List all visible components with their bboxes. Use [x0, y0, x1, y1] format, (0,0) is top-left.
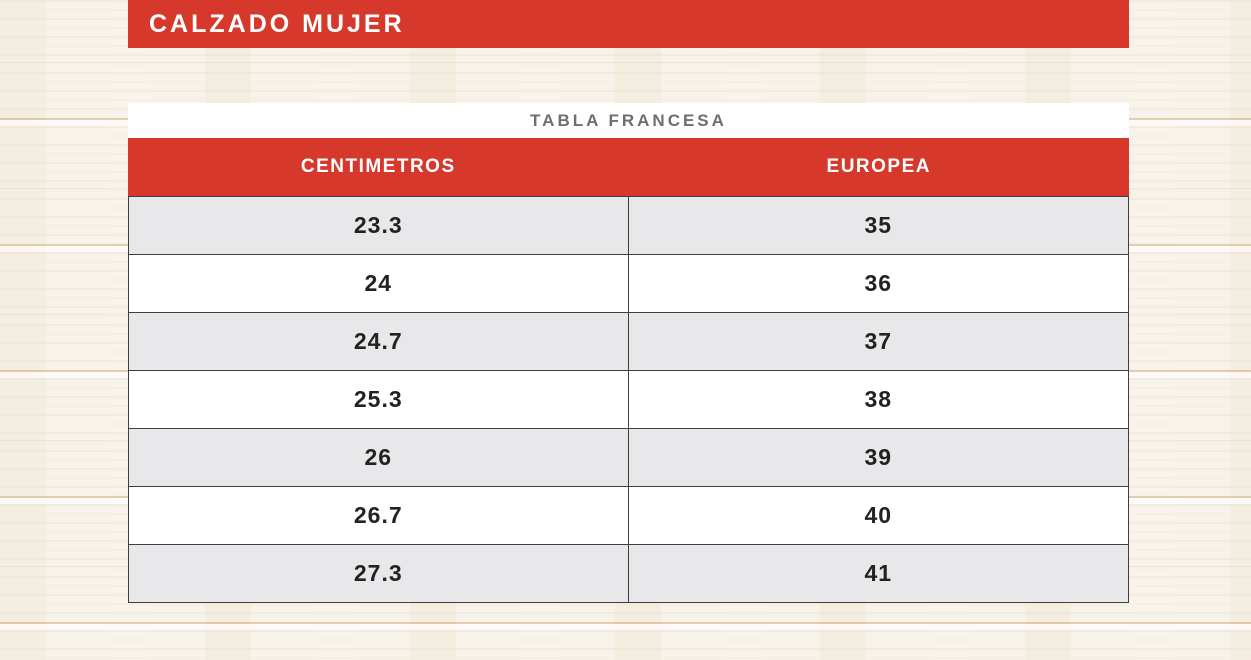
table-body: 23.3 35 24 36 24.7 37 25.3 38 26 39 26.7 40 27.3 41 [128, 196, 1129, 603]
table-cell: 37 [864, 328, 893, 354]
table-cell: 26.7 [129, 487, 629, 544]
section-header-bar: CALZADO MUJER [128, 0, 1129, 48]
column-header-europea: EUROPEA [826, 156, 931, 177]
table-cell: 24 [129, 255, 629, 312]
table-row: 24.7 37 [129, 312, 1128, 370]
table-title-band: TABLA FRANCESA [128, 103, 1129, 138]
table-cell: 36 [864, 270, 893, 296]
table-row: 27.3 41 [129, 544, 1128, 602]
table-title: TABLA FRANCESA [530, 110, 727, 130]
table-cell: 40 [864, 502, 893, 528]
table-cell: 41 [864, 560, 893, 586]
table-row: 26 39 [129, 428, 1128, 486]
table-cell: 35 [864, 212, 893, 238]
size-chart-table: TABLA FRANCESA CENTIMETROS EUROPEA 23.3 3… [128, 103, 1129, 603]
section-title: CALZADO MUJER [149, 9, 405, 38]
table-cell: 23.3 [129, 197, 629, 254]
table-row: 25.3 38 [129, 370, 1128, 428]
table-row: 23.3 35 [129, 196, 1128, 254]
table-cell: 26 [129, 429, 629, 486]
table-row: 26.7 40 [129, 486, 1128, 544]
table-row: 24 36 [129, 254, 1128, 312]
table-cell: 27.3 [129, 545, 629, 602]
table-cell: 25.3 [129, 371, 629, 428]
table-cell: 39 [864, 444, 893, 470]
column-header-centimetros: CENTIMETROS [300, 156, 456, 177]
table-cell: 24.7 [129, 313, 629, 370]
table-header-row: CENTIMETROS EUROPEA [128, 138, 1129, 196]
table-cell: 38 [864, 386, 893, 412]
